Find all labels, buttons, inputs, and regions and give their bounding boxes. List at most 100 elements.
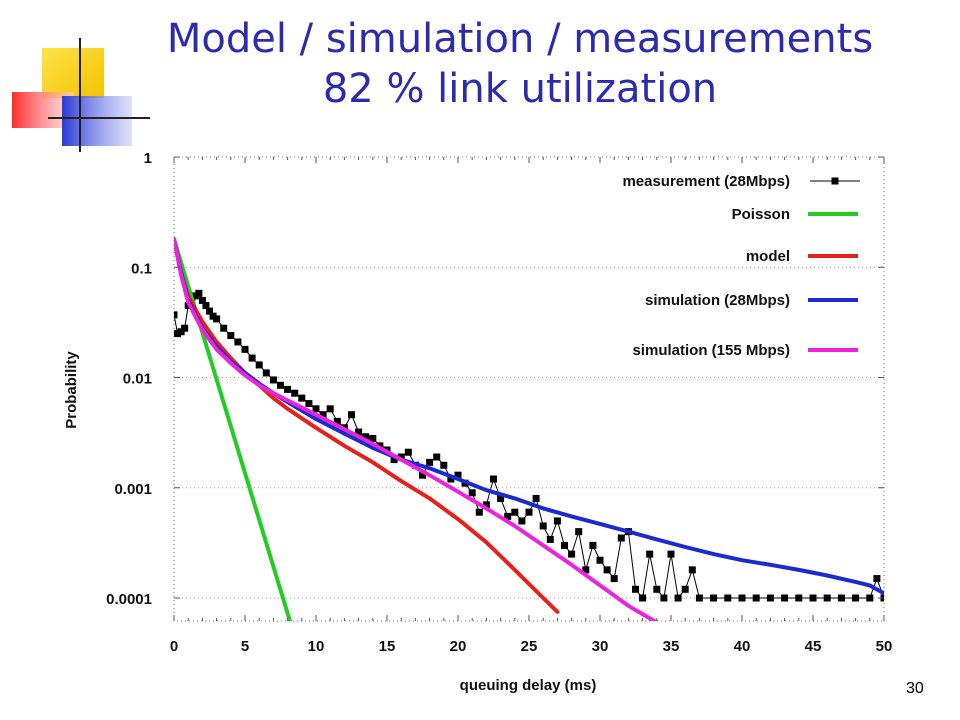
measurement-point — [195, 289, 203, 297]
x-tick-label: 0 — [170, 638, 178, 655]
measurement-point — [561, 541, 568, 549]
x-tick-label: 25 — [521, 638, 538, 655]
x-tick-label: 35 — [663, 638, 680, 655]
measurement-point — [227, 332, 235, 340]
measurement-point — [781, 594, 789, 602]
measurement-point — [241, 345, 249, 353]
measurement-point — [234, 338, 242, 346]
measurement-point — [298, 394, 306, 402]
y-tick-label: 1 — [144, 150, 152, 167]
measurement-point — [610, 575, 618, 583]
measurement-point — [426, 458, 434, 466]
measurement-point — [653, 585, 661, 593]
legend-label: model — [746, 248, 790, 265]
measurement-point — [710, 594, 718, 602]
measurement-point — [852, 594, 860, 602]
measurement-point — [866, 594, 874, 602]
x-tick-label: 5 — [241, 638, 249, 655]
measurement-point — [518, 517, 526, 525]
measurement-point — [262, 369, 270, 377]
measurement-point — [177, 328, 185, 336]
chart-series-layer — [174, 237, 884, 621]
measurement-point — [490, 475, 497, 483]
measurement-point — [206, 307, 213, 315]
chart-ticks: 0 5 10 15 20 25 30 35 40 45 50 1 0.1 0.01 0.001 0.0001 — [106, 150, 892, 655]
slide-title-line1: Model / simulation / measurements — [166, 16, 874, 62]
measurement-point — [312, 405, 320, 413]
x-axis-label: queuing delay (ms) — [460, 677, 597, 694]
series-line — [174, 237, 659, 621]
measurement-point — [482, 501, 490, 509]
y-tick-label: 0.001 — [114, 481, 152, 498]
measurement-point — [525, 508, 533, 516]
measurement-point — [617, 534, 625, 542]
measurement-point — [198, 296, 206, 304]
x-tick-label: 15 — [379, 638, 396, 655]
page-number: 30 — [906, 680, 924, 697]
measurement-point — [674, 594, 682, 602]
chart-legend: measurement (28Mbps) Poisson model simulati… — [622, 173, 860, 359]
measurement-point — [553, 517, 561, 525]
measurement-point — [667, 550, 675, 558]
measurement-point — [291, 389, 299, 397]
measurement-point — [174, 311, 178, 319]
legend-label: simulation (28Mbps) — [645, 292, 790, 309]
measurement-point — [475, 508, 483, 516]
measurement-point — [575, 528, 583, 536]
measurement-point — [333, 417, 341, 425]
measurement-point — [248, 354, 256, 362]
measurement-point — [546, 535, 554, 543]
measurement-point — [220, 324, 228, 332]
measurement-point — [639, 594, 647, 602]
measurement-point — [454, 471, 462, 479]
series-poisson — [174, 237, 293, 621]
y-tick-label: 0.01 — [123, 371, 152, 388]
y-tick-label: 0.1 — [131, 260, 152, 277]
measurement-point — [369, 434, 377, 442]
measurement-point — [582, 566, 590, 574]
measurement-point — [511, 508, 519, 516]
measurement-point — [837, 594, 845, 602]
y-axis-label: Probability — [63, 351, 80, 429]
x-tick-label: 40 — [734, 638, 751, 655]
chart-grid — [174, 156, 884, 599]
measurement-point — [632, 585, 639, 593]
measurement-point — [752, 594, 760, 602]
legend-swatch-marker — [831, 177, 839, 185]
measurement-point — [596, 556, 604, 564]
measurement-point — [568, 550, 576, 558]
measurement-point — [390, 456, 398, 464]
measurement-point — [319, 411, 327, 419]
measurement-point — [646, 550, 654, 558]
measurement-point — [191, 292, 199, 300]
series-model — [174, 237, 560, 614]
chart-frame — [173, 156, 885, 622]
series-measurement-28mbps — [174, 289, 884, 602]
measurement-point — [202, 301, 210, 309]
measurement-point — [362, 433, 370, 441]
measurement-point — [174, 330, 182, 338]
measurement-point — [660, 594, 668, 602]
measurement-point — [603, 566, 611, 574]
measurement-point — [539, 522, 547, 530]
measurement-point — [209, 312, 217, 320]
x-tick-label: 10 — [308, 638, 325, 655]
measurement-point — [695, 594, 703, 602]
measurement-point — [326, 405, 334, 413]
plot-area-border — [173, 156, 885, 622]
measurement-point — [419, 471, 426, 479]
measurement-point — [468, 489, 476, 497]
measurement-point — [589, 541, 597, 549]
measurement-point — [284, 385, 292, 393]
decorative-squares-graphic — [12, 38, 150, 152]
measurement-point — [404, 448, 412, 456]
series-simulation-155-mbps — [174, 237, 659, 621]
legend-label: simulation (155 Mbps) — [632, 342, 790, 359]
measurement-point — [269, 376, 277, 384]
y-tick-label: 0.0001 — [106, 591, 152, 608]
measurement-line — [174, 292, 884, 600]
series-line — [174, 237, 293, 621]
measurement-point — [724, 594, 732, 602]
